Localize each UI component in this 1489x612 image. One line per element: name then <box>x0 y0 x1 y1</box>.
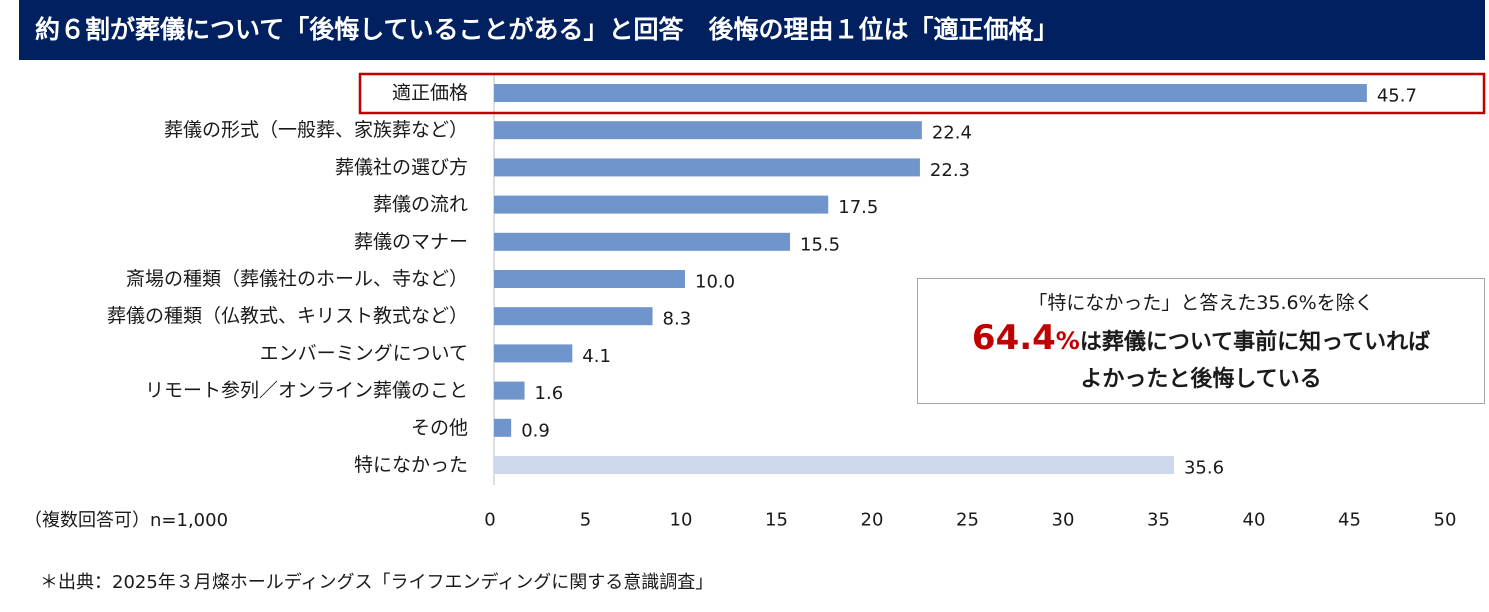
value-label-venue-type: 10.0 <box>695 272 735 293</box>
value-label-funeral-company-choice: 22.3 <box>930 160 970 181</box>
category-label-funeral-flow: 葬儀の流れ <box>373 194 468 216</box>
x-tick-label: 15 <box>765 510 788 531</box>
category-label-nothing-in-particular: 特になかった <box>354 454 468 476</box>
category-label-remote-attendance: リモート参列／オンライン葬儀のこと <box>145 380 468 402</box>
x-tick-label: 25 <box>956 510 979 531</box>
category-label-funeral-type: 葬儀の種類（仏教式、キリスト教式など） <box>107 305 468 327</box>
callout-headline: 64.4%は葬儀について事前に知っていれば <box>918 319 1484 362</box>
x-tick-label: 5 <box>580 510 591 531</box>
category-label-funeral-manners: 葬儀のマナー <box>354 231 468 253</box>
value-label-funeral-flow: 17.5 <box>838 197 878 218</box>
value-label-embalming: 4.1 <box>582 346 611 367</box>
callout-line1: 「特になかった」と答えた35.6%を除く <box>1028 292 1374 314</box>
x-tick-label: 0 <box>484 510 495 531</box>
x-tick-label: 30 <box>1052 510 1075 531</box>
x-tick-label: 45 <box>1338 510 1361 531</box>
category-label-funeral-company-choice: 葬儀社の選び方 <box>335 156 468 178</box>
value-label-remote-attendance: 1.6 <box>535 383 564 404</box>
x-tick-label: 20 <box>861 510 884 531</box>
bar-appropriate-price <box>494 84 1367 102</box>
source-note: ＊出典：2025年３月燦ホールディングス「ライフエンディングに関する意識調査」 <box>40 572 714 593</box>
callout-box: 「特になかった」と答えた35.6%を除く 64.4%は葬儀について事前に知ってい… <box>917 278 1485 404</box>
category-label-embalming: エンバーミングについて <box>260 342 468 364</box>
category-label-appropriate-price: 適正価格 <box>392 82 468 104</box>
sample-note: （複数回答可）n=1,000 <box>24 510 229 531</box>
value-label-funeral-manners: 15.5 <box>800 234 840 255</box>
bar-other <box>494 418 512 437</box>
bar-funeral-flow <box>494 195 829 214</box>
value-label-funeral-type: 8.3 <box>663 309 692 330</box>
category-label-funeral-format: 葬儀の形式（一般葬、家族葬など） <box>164 119 468 141</box>
value-label-other: 0.9 <box>521 420 550 441</box>
bar-embalming <box>494 344 573 363</box>
callout-percent-sign: % <box>1055 327 1080 355</box>
x-tick-label: 50 <box>1434 510 1457 531</box>
header-banner: 約６割が葬儀について「後悔していることがある」と回答 後悔の理由１位は「適正価格… <box>19 0 1485 60</box>
x-tick-label: 40 <box>1243 510 1266 531</box>
callout-line3: よかったと後悔している <box>1080 367 1322 392</box>
value-label-nothing-in-particular: 35.6 <box>1184 458 1224 479</box>
callout-line2: は葬儀について事前に知っていれば <box>1079 330 1431 355</box>
callout-big-number: 64.4 <box>971 318 1056 358</box>
highlight-frame <box>358 72 1486 115</box>
x-tick-label: 10 <box>670 510 693 531</box>
bar-funeral-type <box>494 307 653 326</box>
bar-remote-attendance <box>494 381 525 400</box>
bar-funeral-company-choice <box>494 158 920 177</box>
bar-nothing-in-particular <box>494 456 1174 474</box>
x-tick-label: 35 <box>1147 510 1170 531</box>
bar-funeral-format <box>494 121 922 140</box>
value-label-appropriate-price: 45.7 <box>1377 86 1417 107</box>
category-label-other: その他 <box>411 417 468 439</box>
value-label-funeral-format: 22.4 <box>932 123 972 144</box>
bar-funeral-manners <box>494 232 791 251</box>
page-title: 約６割が葬儀について「後悔していることがある」と回答 後悔の理由１位は「適正価格… <box>35 15 1059 44</box>
category-label-venue-type: 斎場の種類（葬儀社のホール、寺など） <box>126 268 468 290</box>
bar-venue-type <box>494 270 685 288</box>
